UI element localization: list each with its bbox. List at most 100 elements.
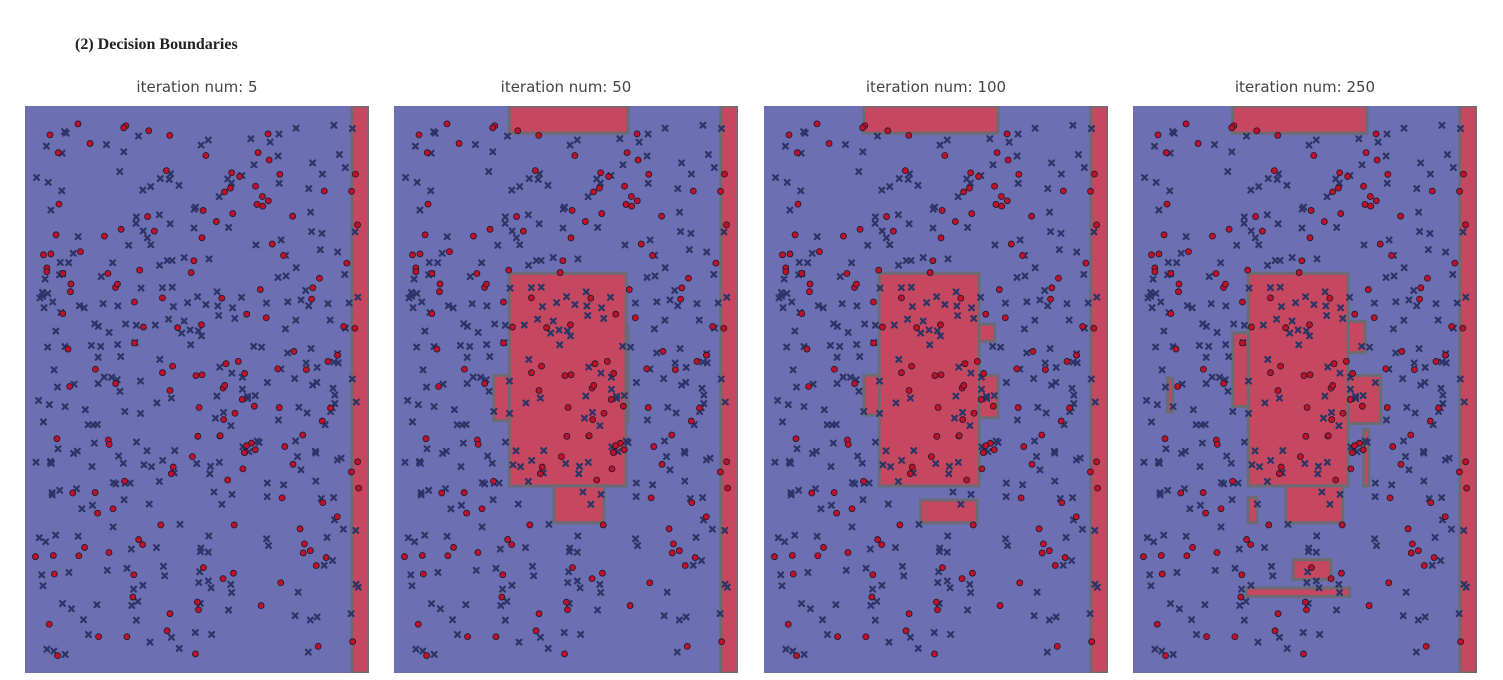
point-circle [333, 513, 341, 521]
point-x [1229, 408, 1237, 415]
point-circle [423, 149, 431, 157]
point-x [70, 449, 78, 457]
positive-region [1231, 106, 1369, 135]
point-x [814, 302, 822, 310]
point-x [1346, 385, 1354, 393]
point-circle [627, 193, 635, 200]
point-x [497, 601, 505, 609]
point-x [1195, 341, 1203, 349]
point-x [421, 531, 429, 539]
point-x [661, 316, 669, 324]
point-x [620, 392, 628, 400]
point-circle [299, 549, 307, 557]
point-x [983, 392, 991, 400]
point-x [1235, 545, 1243, 553]
point-x [1426, 229, 1434, 237]
circle-markers [1140, 120, 1471, 660]
point-circle [599, 521, 607, 529]
point-circle [927, 453, 935, 461]
point-circle [105, 549, 113, 556]
point-x [576, 584, 584, 592]
point-circle [253, 201, 261, 208]
point-x [906, 394, 914, 402]
point-circle [318, 417, 326, 425]
point-x [284, 298, 292, 306]
point-x [1030, 375, 1038, 383]
point-circle [1057, 417, 1065, 425]
point-x [1336, 589, 1344, 597]
point-circle [519, 227, 527, 235]
point-circle [1463, 484, 1471, 492]
chart-title: iteration num: 50 [500, 78, 632, 96]
point-x [1459, 228, 1467, 236]
point-x [54, 383, 62, 391]
point-x [1276, 256, 1284, 264]
point-x [1227, 459, 1235, 467]
point-x [1251, 447, 1259, 455]
point-x [559, 205, 567, 213]
point-x [699, 121, 707, 129]
point-x [175, 181, 183, 189]
point-circle [1019, 252, 1026, 259]
point-circle [327, 404, 334, 412]
point-x [923, 299, 931, 307]
point-circle [1330, 360, 1338, 368]
point-circle [121, 477, 128, 485]
point-circle [626, 602, 634, 609]
point-x [1236, 601, 1244, 609]
point-x [485, 168, 493, 176]
point-circle [340, 323, 348, 330]
point-x [677, 228, 685, 236]
point-x [408, 418, 416, 426]
point-x [1274, 220, 1282, 228]
point-x [1222, 302, 1230, 310]
point-x [676, 345, 684, 353]
point-x [682, 613, 690, 621]
point-x [607, 293, 615, 301]
point-x [930, 629, 938, 637]
point-circle [296, 525, 304, 533]
decision-boundary-plot [25, 106, 369, 673]
point-x [1333, 223, 1341, 231]
chart-panel-iter-250: iteration num: 250 [1133, 78, 1477, 674]
point-x [120, 496, 128, 504]
point-x [468, 300, 476, 308]
point-x [215, 312, 223, 320]
point-x [1141, 174, 1149, 182]
point-circle [875, 266, 883, 274]
point-circle [109, 505, 117, 513]
point-circle [1047, 295, 1054, 303]
point-x [339, 525, 347, 533]
x-markers [1140, 121, 1470, 658]
point-x [1093, 293, 1101, 301]
point-x [1020, 325, 1028, 333]
point-x [250, 342, 258, 350]
point-x [109, 479, 117, 487]
point-x [326, 316, 334, 324]
point-x [1442, 248, 1450, 256]
point-x [1031, 264, 1039, 272]
point-x [413, 343, 421, 351]
point-x [800, 403, 808, 411]
point-x [827, 463, 835, 471]
point-x [954, 193, 962, 201]
point-circle [844, 440, 852, 448]
point-circle [509, 323, 516, 331]
point-x [581, 414, 589, 422]
point-x [1178, 449, 1186, 457]
positive-region [862, 106, 1000, 135]
point-circle [878, 541, 886, 549]
point-x [56, 258, 64, 266]
point-circle [1274, 610, 1282, 618]
point-circle [1243, 536, 1251, 543]
point-circle [101, 232, 108, 240]
point-x [1144, 294, 1152, 302]
point-x [238, 293, 246, 301]
point-x [50, 366, 58, 374]
point-circle [1213, 440, 1221, 448]
point-x [553, 299, 561, 307]
point-circle [980, 370, 988, 377]
point-x [682, 363, 690, 371]
point-x [660, 612, 668, 620]
point-x [1264, 355, 1272, 363]
